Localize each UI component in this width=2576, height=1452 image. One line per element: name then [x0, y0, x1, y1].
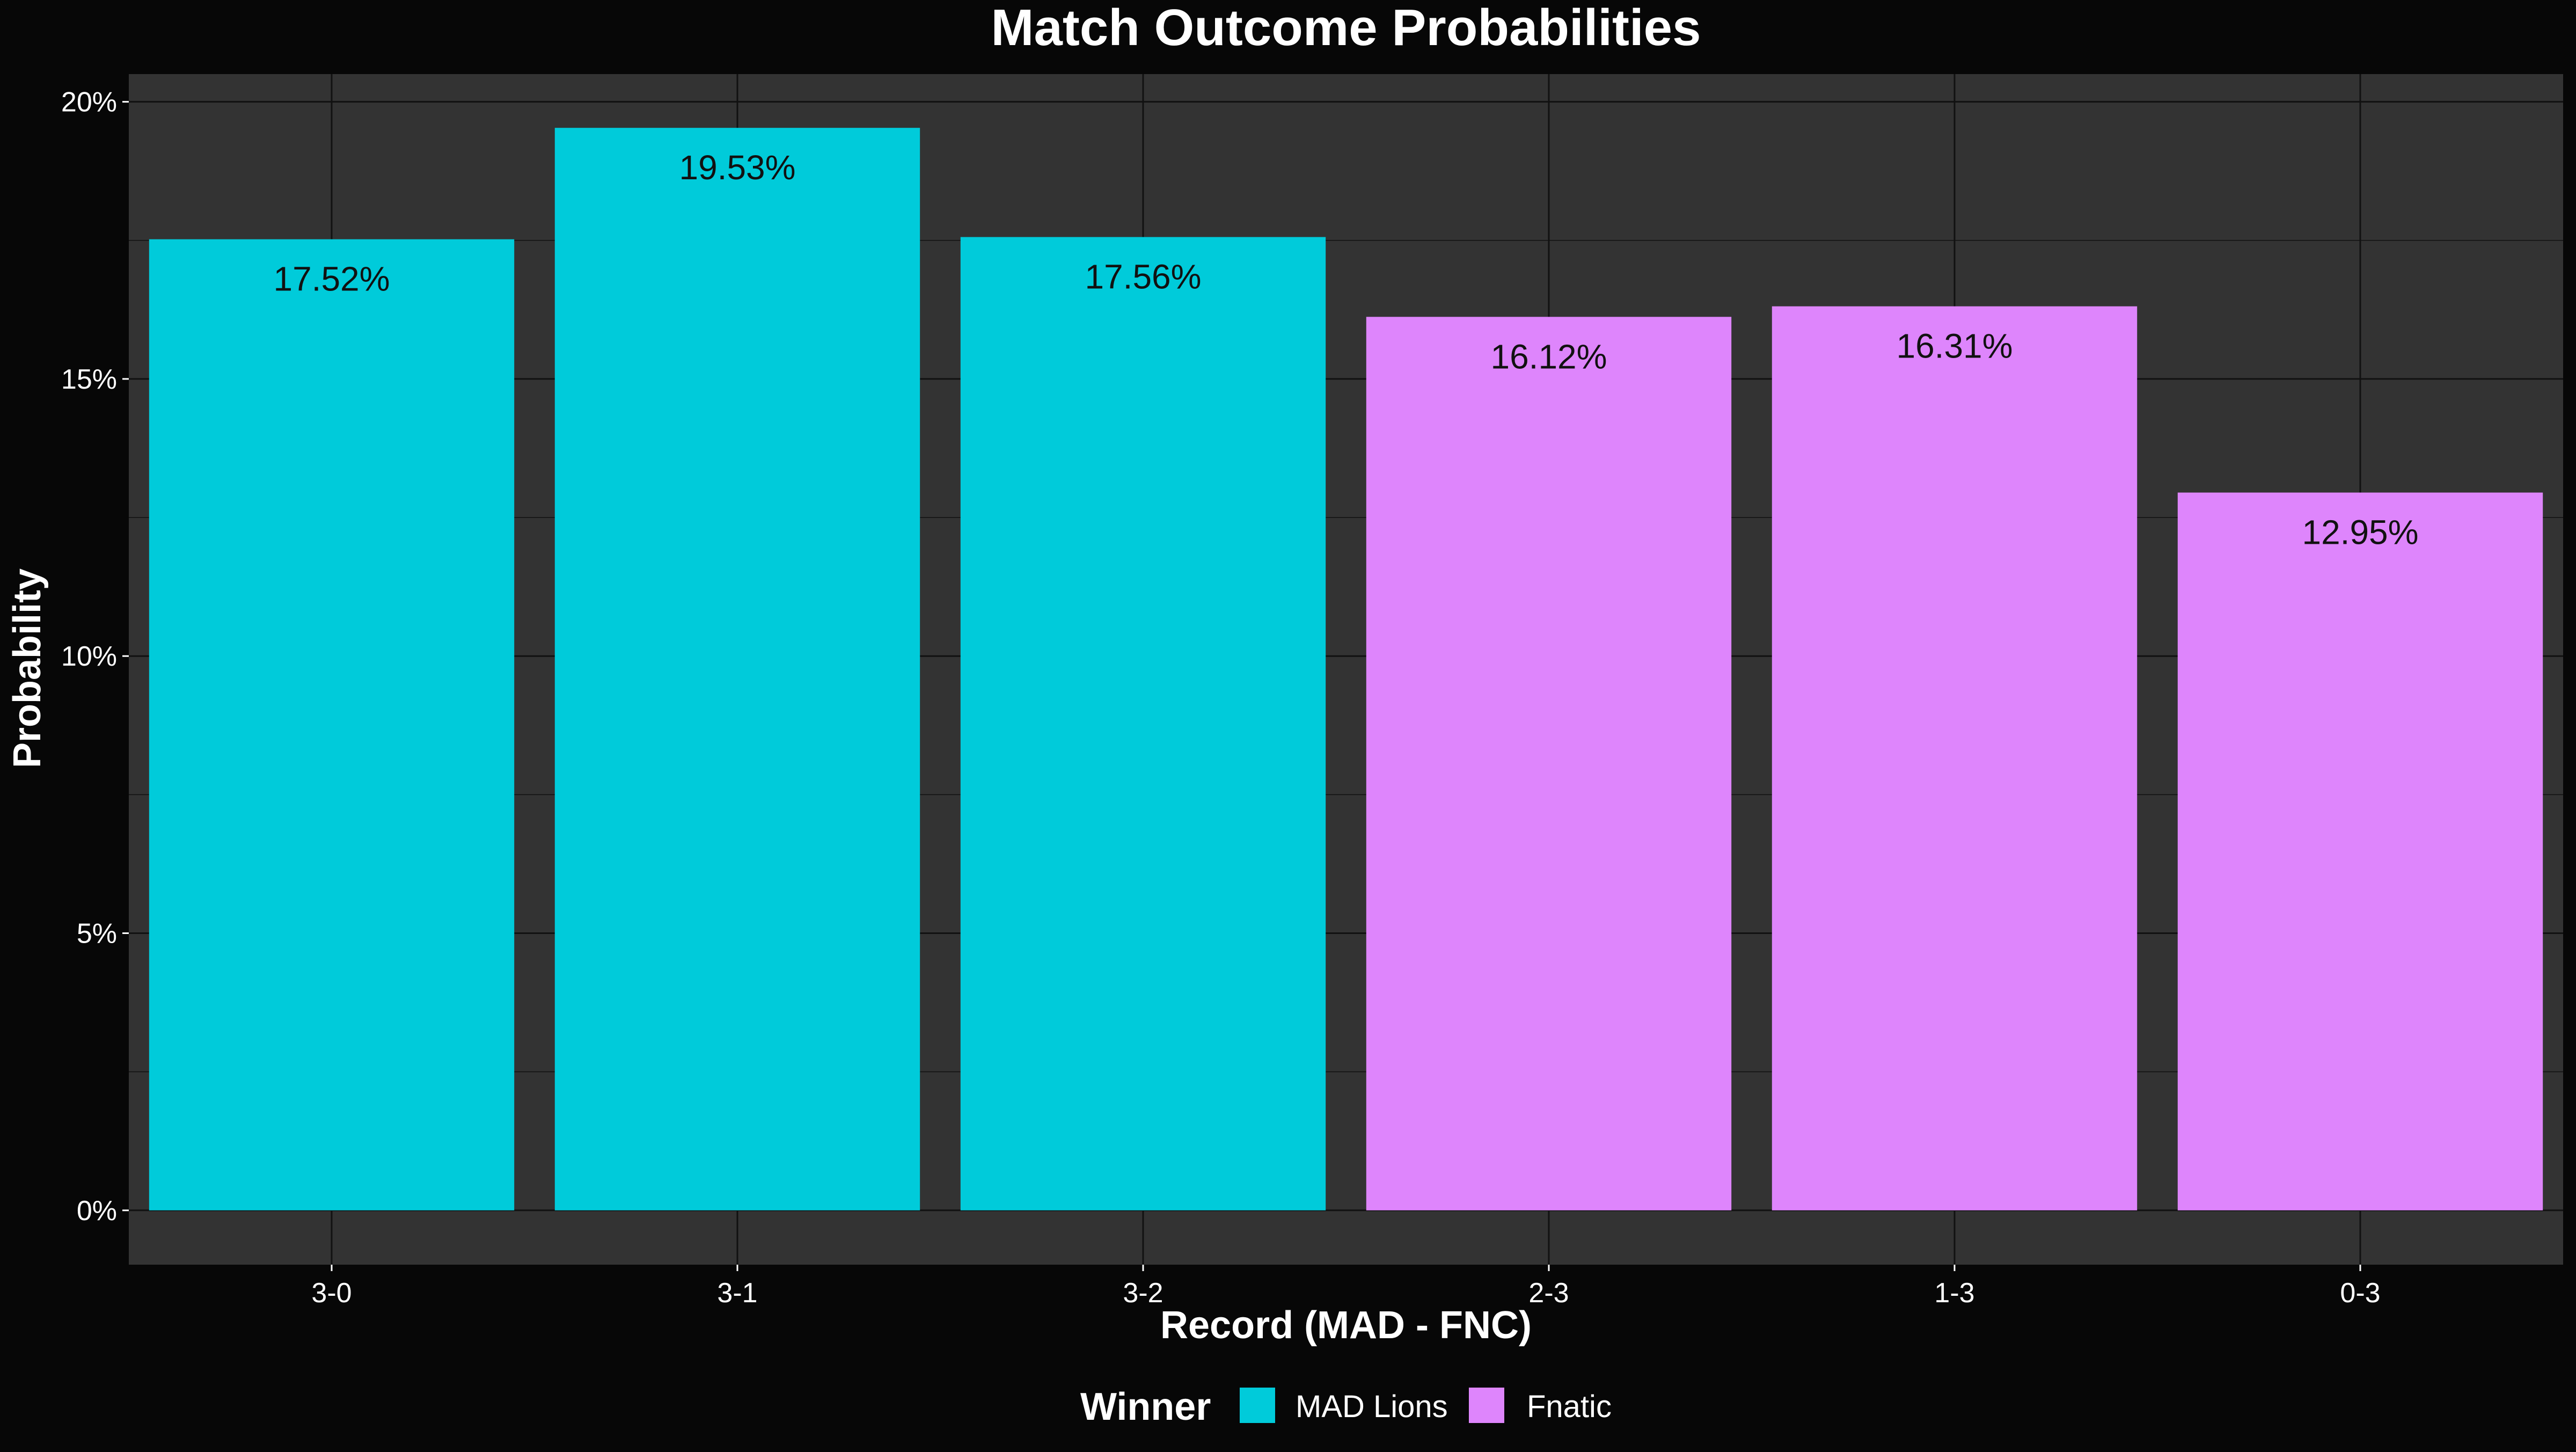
legend-swatch-fnatic: [1469, 1388, 1504, 1423]
x-tick-label: 3-2: [1123, 1278, 1163, 1309]
bar-2-3: [1366, 317, 1732, 1210]
x-tick-label: 2-3: [1528, 1278, 1569, 1309]
bar-value-label: 12.95%: [2302, 513, 2418, 552]
bar-value-label: 16.31%: [1896, 327, 2012, 366]
bar-value-label: 17.56%: [1085, 258, 1201, 296]
bar-value-label: 17.52%: [273, 260, 390, 298]
legend-label-fnatic: Fnatic: [1527, 1389, 1612, 1424]
y-tick-label: 0%: [77, 1195, 117, 1227]
bar-1-3: [1772, 306, 2138, 1210]
axis-layer: 0% 5% 10% 15% 20% 3-0 3-1 3-2 2-3 1-3 0-3: [61, 87, 2381, 1309]
y-tick-label: 5%: [77, 918, 117, 950]
bars-layer: [149, 128, 2543, 1210]
bar-3-1: [554, 128, 920, 1210]
x-tick-label: 0-3: [2340, 1278, 2380, 1309]
y-tick-label: 15%: [61, 364, 117, 395]
labels-layer: 17.52% 19.53% 17.56% 16.12% 16.31% 12.95%: [273, 148, 2418, 551]
x-tick-label: 3-0: [311, 1278, 352, 1309]
legend-label-mad-lions: MAD Lions: [1296, 1389, 1448, 1424]
chart-title: Match Outcome Probabilities: [991, 0, 1701, 56]
x-tick-label: 1-3: [1934, 1278, 1974, 1309]
bar-value-label: 19.53%: [679, 148, 795, 187]
bar-3-0: [149, 239, 515, 1210]
y-axis-title: Probability: [6, 568, 49, 768]
plot-panel: [129, 74, 2563, 1265]
bar-3-2: [960, 237, 1326, 1210]
legend-title: Winner: [1080, 1385, 1211, 1428]
x-tick-label: 3-1: [717, 1278, 757, 1309]
y-tick-label: 20%: [61, 87, 117, 118]
bar-value-label: 16.12%: [1490, 337, 1607, 376]
legend-swatch-mad-lions: [1240, 1388, 1275, 1423]
bar-0-3: [2177, 492, 2543, 1210]
y-tick-label: 10%: [61, 641, 117, 672]
x-axis-title: Record (MAD - FNC): [1160, 1304, 1532, 1347]
legend: Winner MAD Lions Fnatic: [1080, 1385, 1612, 1428]
